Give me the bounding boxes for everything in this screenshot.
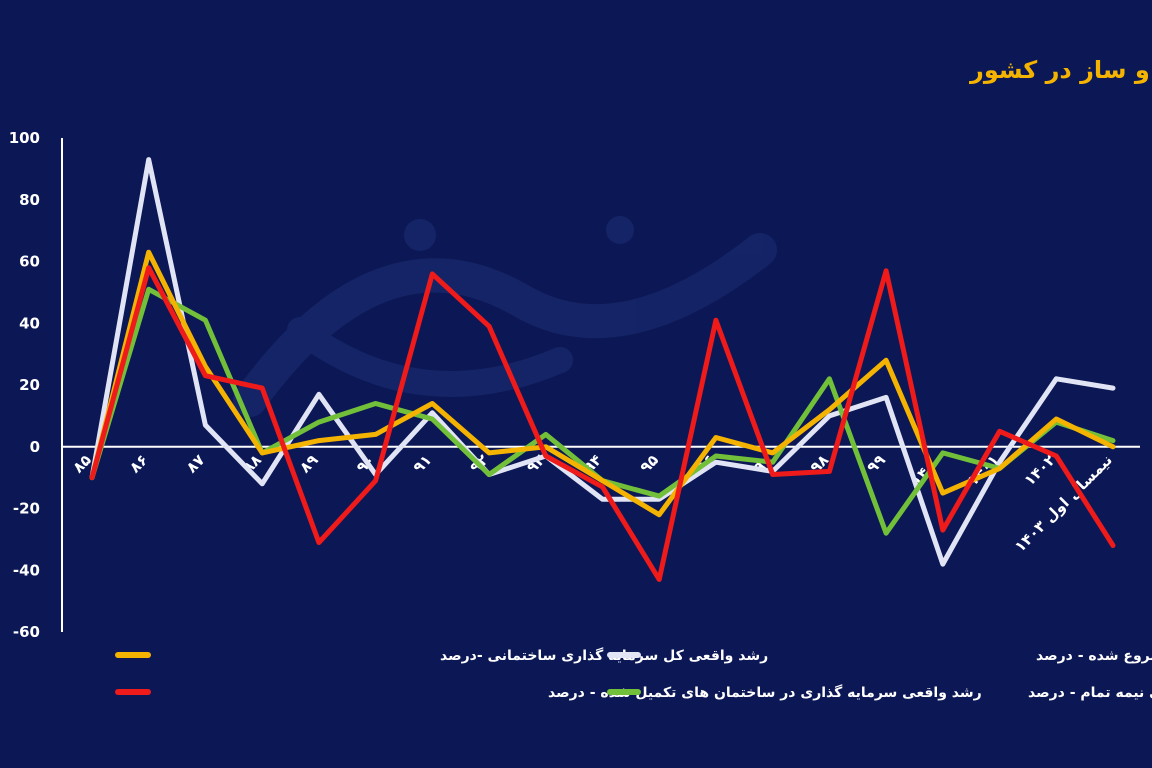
series-line-2 [89,265,1116,582]
x-tick-label: ۸۹ [296,451,322,477]
legend-item-started: رشد واقعی سرمایه گذاری در ساختمان های شر… [607,647,1152,664]
legend-label: رشد واقعی کل سرمایه گذاری ساختمانی -درصد [440,647,768,664]
x-tick-label: ۹۵ [636,451,662,477]
y-tick-label: 60 [19,253,40,271]
x-tick-label: ۹۹ [863,451,889,477]
legend-item-total: رشد واقعی کل سرمایه گذاری ساختمانی -درصد [115,647,768,664]
y-tick-label: 40 [19,314,40,332]
chart-title: نبض ورود سرمایه به مراحل سه‌گانه تولید س… [969,56,1152,84]
series-line-0 [89,249,1116,518]
x-tick-label: ۸۷ [183,451,209,477]
legend-item-completed: رشد واقعی سرمایه گذاری در ساختمان های تک… [115,684,982,701]
x-tick-label: ۹۱ [409,451,435,477]
x-tick-label: ۸۶ [126,451,152,477]
y-tick-label: 0 [30,438,40,456]
y-tick-label: -20 [13,500,40,518]
legend-label: رشد واقعی سرمایه گذاری در ساختمان های نی… [1028,684,1152,701]
y-axis: 100 80 60 40 20 0 -20 -40 -60 [9,129,1140,641]
watermark-logo [233,216,777,417]
series-lines [89,157,1116,582]
series-line-1 [89,157,1116,567]
y-tick-label: 100 [9,129,40,147]
legend-label: رشد واقعی سرمایه گذاری در ساختمان های شر… [1036,647,1152,664]
legend-label: رشد واقعی سرمایه گذاری در ساختمان های تک… [548,684,982,701]
legend-item-unfinished: رشد واقعی سرمایه گذاری در ساختمان های نی… [607,684,1152,701]
y-tick-label: 20 [19,376,40,394]
y-tick-label: 80 [19,191,40,209]
y-tick-label: -40 [13,561,40,579]
legend: رشد واقعی کل سرمایه گذاری ساختمانی -درصد… [115,647,1152,701]
y-tick-label: -60 [13,623,40,641]
